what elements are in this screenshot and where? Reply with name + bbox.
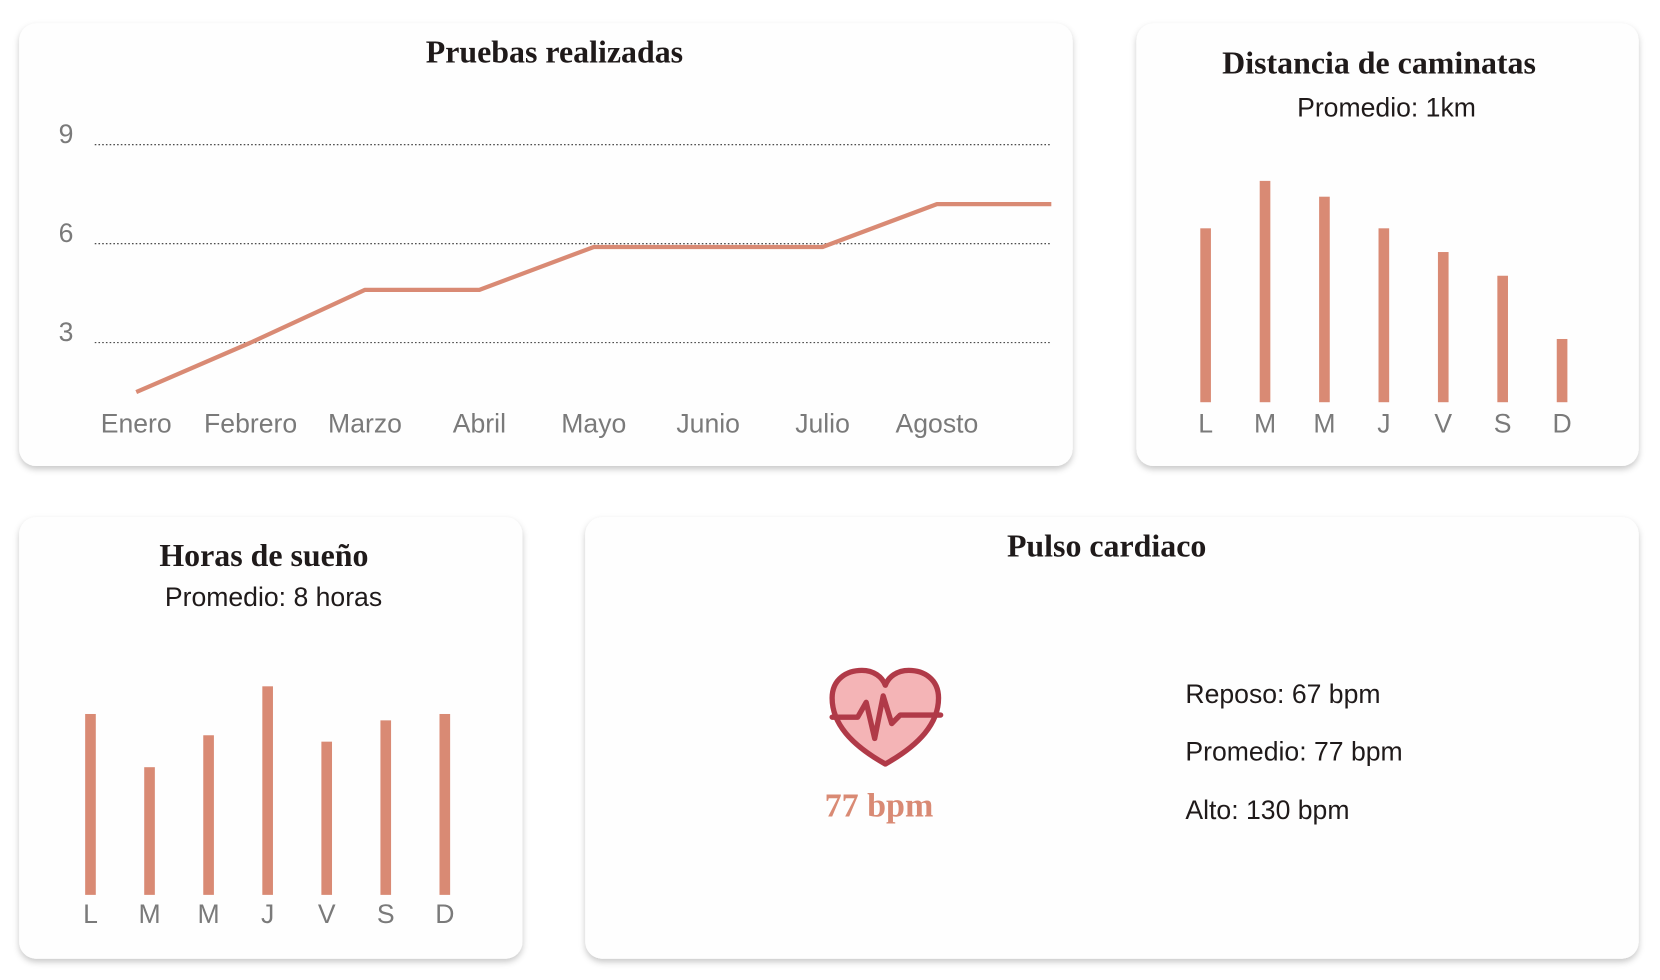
bar	[1378, 228, 1390, 403]
bar	[1437, 252, 1449, 403]
x-tick-label: V	[318, 899, 336, 929]
bar	[1497, 275, 1508, 403]
x-tick-label: Febrero	[204, 409, 297, 439]
card	[19, 23, 1073, 467]
x-tick-label: Enero	[101, 409, 172, 439]
pulse-reading: 77 bpm	[825, 787, 934, 824]
x-tick-label: D	[435, 899, 454, 929]
x-tick-label: S	[377, 899, 395, 929]
x-tick-label: Agosto	[896, 409, 979, 439]
x-tick-label: Julio	[795, 409, 850, 439]
bar	[439, 713, 451, 895]
y-tick-label: 9	[59, 119, 74, 149]
card	[585, 517, 1639, 959]
y-tick-label: 3	[59, 317, 74, 347]
x-tick-label: L	[83, 899, 98, 929]
card-title: Pulso cardiaco	[1007, 528, 1206, 563]
bar	[85, 713, 96, 895]
card-title: Pruebas realizadas	[426, 35, 683, 70]
bar	[1319, 196, 1330, 403]
x-tick-label: M	[138, 899, 160, 929]
x-tick-label: Abril	[453, 409, 506, 439]
y-tick-label: 6	[59, 218, 74, 248]
card-title: Distancia de caminatas	[1222, 45, 1536, 80]
x-tick-label: Mayo	[561, 409, 626, 439]
x-tick-label: J	[261, 899, 274, 929]
x-tick-label: L	[1198, 409, 1213, 439]
x-tick-label: V	[1434, 409, 1452, 439]
x-tick-label: M	[198, 899, 220, 929]
x-tick-label: M	[1313, 409, 1335, 439]
x-tick-label: Marzo	[328, 409, 402, 439]
card-subtitle: Promedio: 8 horas	[165, 582, 382, 612]
bar	[1556, 338, 1568, 403]
x-tick-label: M	[1254, 409, 1276, 439]
card-title: Horas de sueño	[159, 538, 368, 573]
pulse-stat: Promedio: 77 bpm	[1185, 736, 1402, 766]
bar	[1200, 228, 1211, 403]
card-subtitle: Promedio: 1km	[1297, 93, 1476, 123]
x-tick-label: S	[1494, 409, 1512, 439]
x-tick-label: J	[1377, 409, 1390, 439]
x-tick-label: D	[1552, 409, 1571, 439]
heart-icon	[829, 667, 944, 767]
pulse-stat: Alto: 130 bpm	[1185, 795, 1349, 825]
bar	[262, 686, 273, 895]
bar	[1259, 180, 1271, 403]
bar	[380, 720, 392, 895]
pulse-stat: Reposo: 67 bpm	[1185, 679, 1380, 709]
bar	[321, 741, 333, 895]
bar	[203, 735, 214, 895]
bar	[144, 767, 155, 895]
x-tick-label: Junio	[676, 409, 740, 439]
line	[135, 201, 1052, 395]
